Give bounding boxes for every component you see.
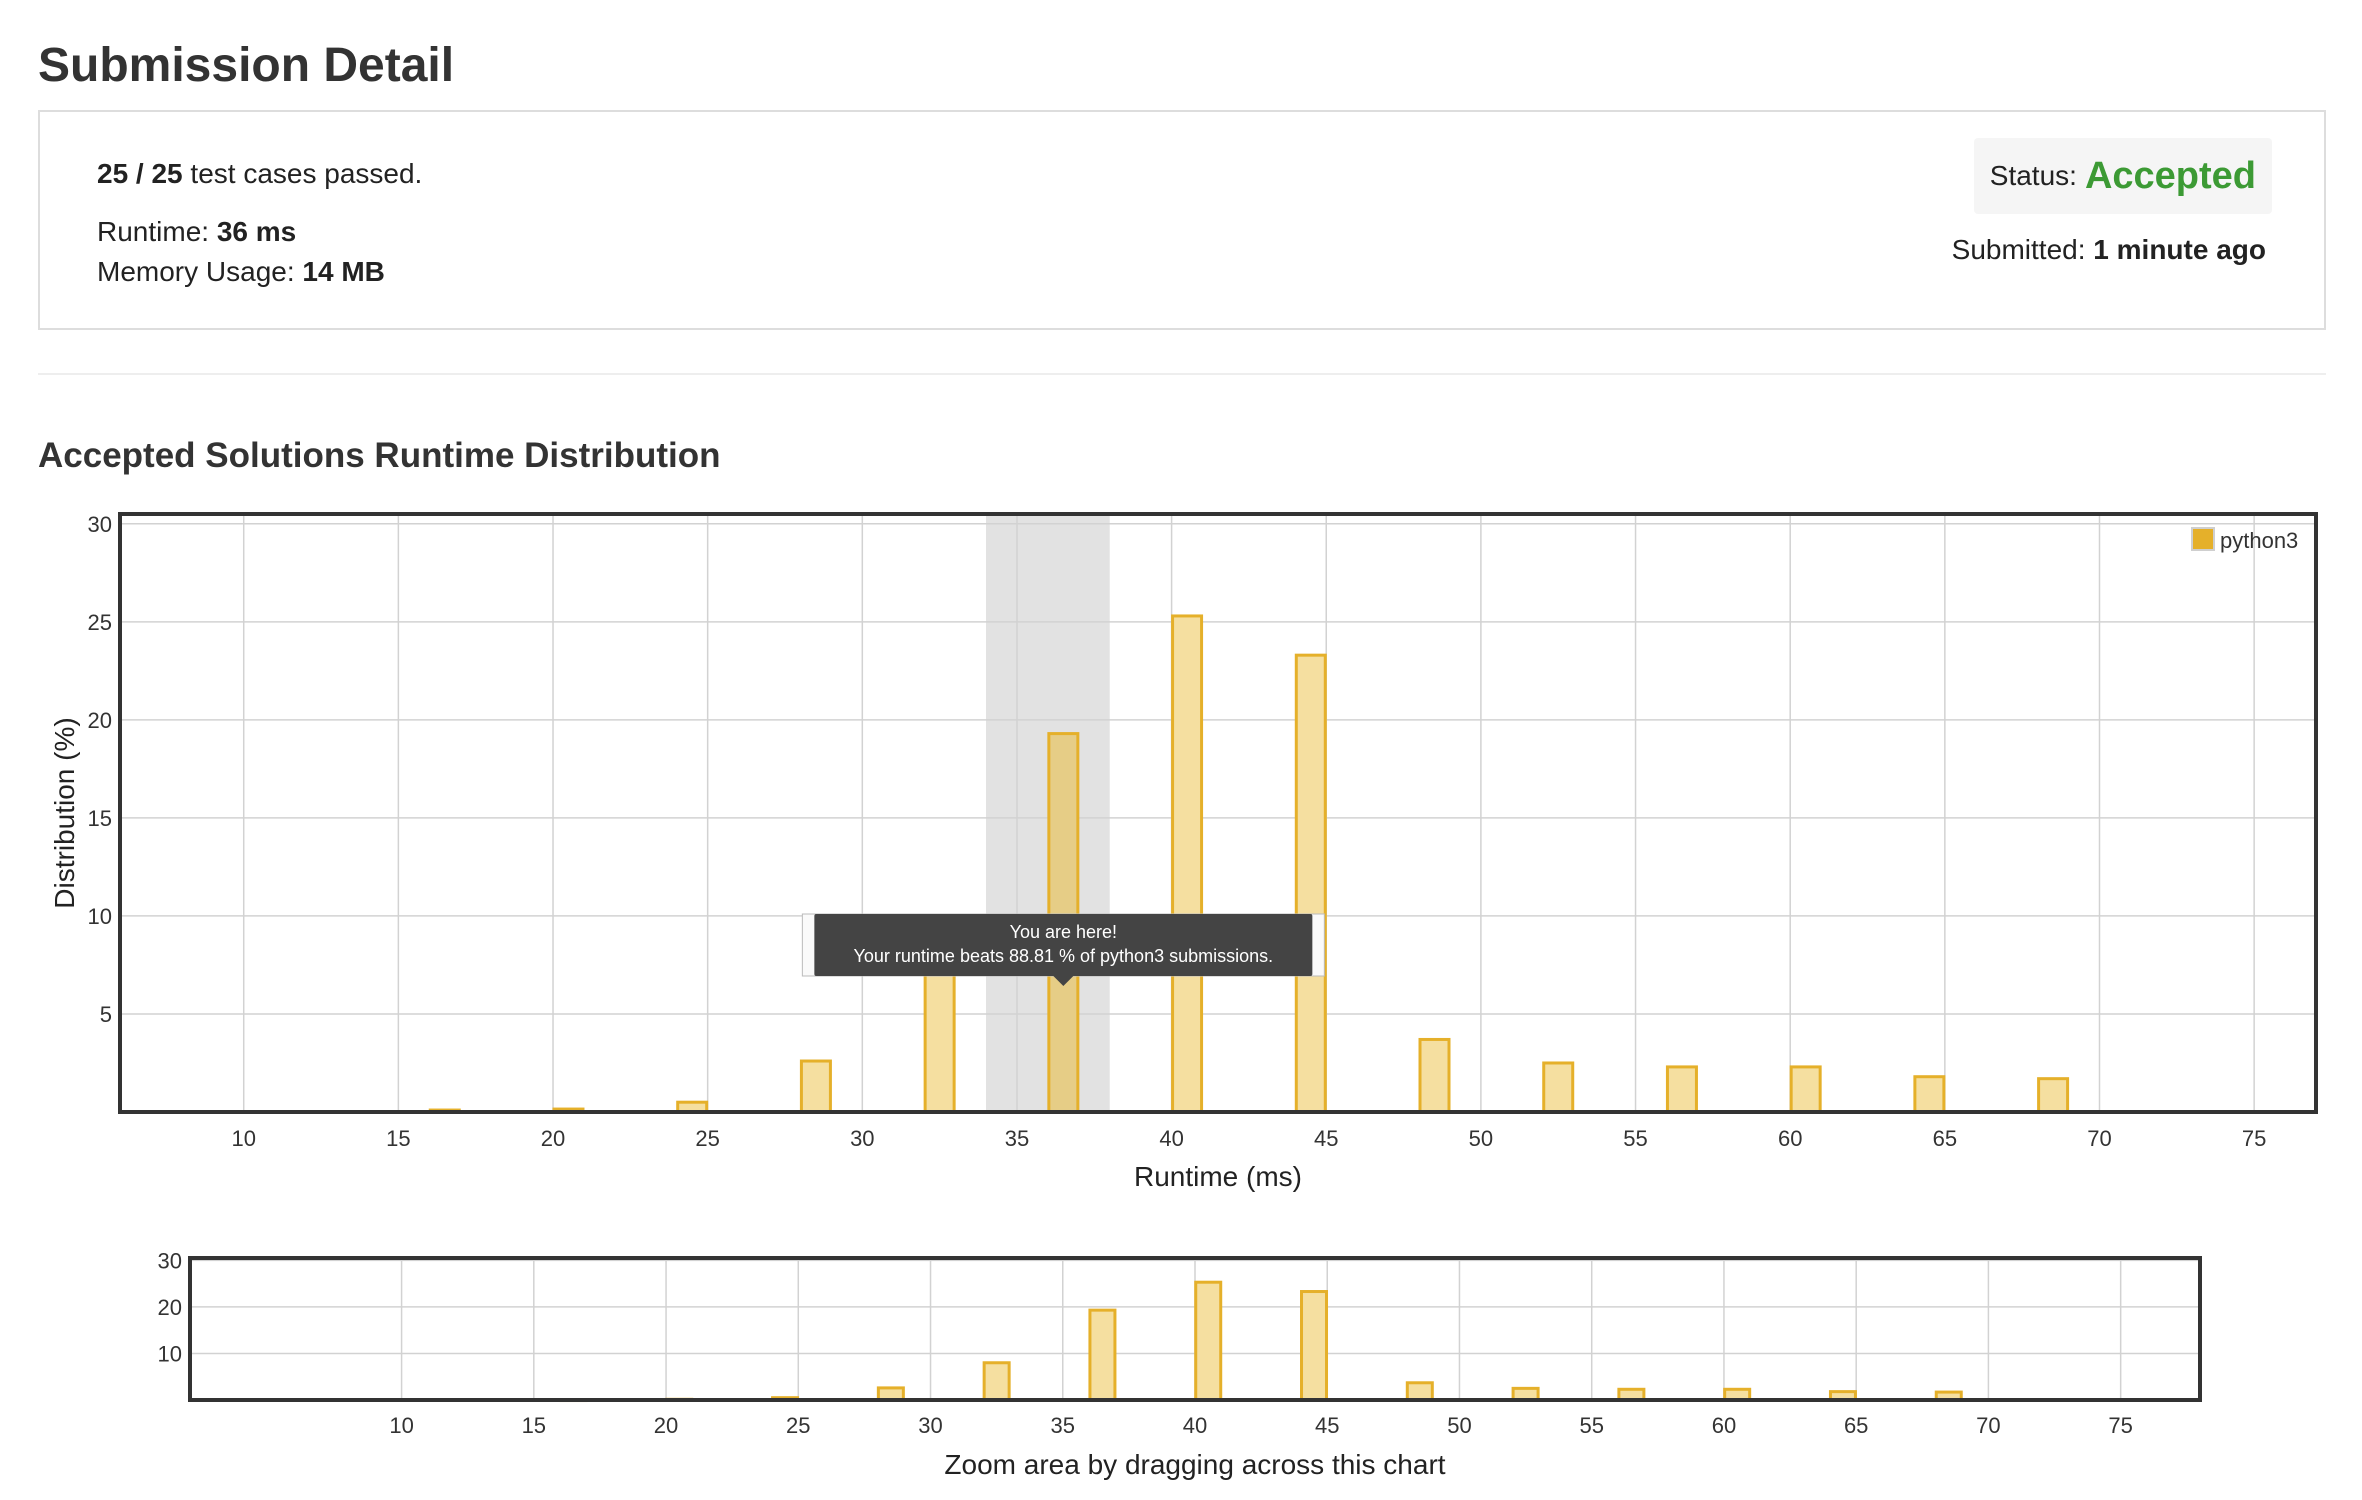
navigator-x-tick-label: 15: [522, 1413, 546, 1438]
navigator-x-tick-label: 35: [1051, 1413, 1075, 1438]
main-x-tick-label: 70: [2087, 1126, 2111, 1151]
tooltip-title: You are here!: [1010, 922, 1117, 942]
main-y-tick-label: 10: [88, 904, 112, 929]
y-axis-title: Distribution (%): [49, 717, 80, 908]
navigator-plot-frame: [188, 1256, 2202, 1402]
main-bar[interactable]: [923, 953, 956, 1114]
navigator-x-tick-label: 75: [2108, 1413, 2132, 1438]
legend-label-python3: python3: [2220, 528, 2298, 553]
main-x-tick-label: 60: [1778, 1126, 1802, 1151]
navigator-y-tick-label: 30: [158, 1248, 182, 1273]
tooltip-pointer: [1053, 976, 1074, 986]
navigator-x-tick-label: 10: [389, 1413, 413, 1438]
main-bar[interactable]: [2037, 1077, 2070, 1114]
navigator-bar[interactable]: [982, 1361, 1011, 1402]
tooltip-message: Your runtime beats 88.81 % of python3 su…: [854, 946, 1274, 966]
navigator-bar[interactable]: [1194, 1280, 1223, 1402]
submitted-line: Submitted: 1 minute ago: [1952, 234, 2266, 266]
zoom-hint-label: Zoom area by dragging across this chart: [944, 1449, 1445, 1480]
main-y-tick-label: 5: [100, 1002, 112, 1027]
main-x-tick-label: 10: [231, 1126, 255, 1151]
main-x-tick-label: 15: [386, 1126, 410, 1151]
main-bar[interactable]: [1542, 1061, 1575, 1114]
navigator-x-tick-label: 30: [918, 1413, 942, 1438]
memory-label: Memory Usage:: [97, 256, 295, 287]
main-plot-frame: [118, 512, 2318, 1114]
main-x-tick-label: 30: [850, 1126, 874, 1151]
submission-summary-panel: 25 / 25 test cases passed. Runtime: 36 m…: [38, 110, 2326, 330]
navigator-x-tick-label: 20: [654, 1413, 678, 1438]
memory-value: 14 MB: [302, 256, 385, 287]
main-bar[interactable]: [1913, 1075, 1946, 1114]
runtime-line: Runtime: 36 ms: [97, 216, 296, 248]
status-label: Status:: [1989, 160, 2077, 191]
main-x-tick-label: 20: [541, 1126, 565, 1151]
main-x-tick-label: 40: [1159, 1126, 1183, 1151]
navigator-bar[interactable]: [1405, 1381, 1434, 1402]
status-value: Accepted: [2084, 154, 2256, 197]
navigator-x-tick-label: 55: [1579, 1413, 1603, 1438]
submitted-value: 1 minute ago: [2093, 234, 2266, 265]
navigator-x-tick-label: 25: [786, 1413, 810, 1438]
main-bar[interactable]: [1171, 614, 1204, 1114]
page-title: Submission Detail: [38, 39, 455, 92]
navigator-x-tick-label: 70: [1976, 1413, 2000, 1438]
main-x-tick-label: 55: [1623, 1126, 1647, 1151]
main-bar[interactable]: [1665, 1065, 1698, 1114]
x-axis-title: Runtime (ms): [1134, 1161, 1302, 1192]
navigator-y-tick-label: 10: [158, 1341, 182, 1366]
navigator-bar[interactable]: [1300, 1290, 1329, 1402]
main-x-tick-label: 45: [1314, 1126, 1338, 1151]
main-x-tick-label: 35: [1005, 1126, 1029, 1151]
test-cases-suffix: test cases passed.: [190, 158, 423, 189]
main-y-tick-label: 15: [88, 806, 112, 831]
navigator-x-tick-label: 65: [1844, 1413, 1868, 1438]
main-y-tick-label: 25: [88, 610, 112, 635]
test-cases-count: 25 / 25: [97, 158, 183, 189]
main-bar[interactable]: [1418, 1037, 1451, 1114]
test-cases-line: 25 / 25 test cases passed.: [97, 158, 422, 190]
runtime-label: Runtime:: [97, 216, 210, 247]
navigator-bar[interactable]: [1088, 1308, 1117, 1402]
navigator-x-tick-label: 50: [1447, 1413, 1471, 1438]
main-x-tick-label: 75: [2242, 1126, 2266, 1151]
navigator-x-tick-label: 60: [1712, 1413, 1736, 1438]
legend-swatch[interactable]: [2191, 527, 2215, 551]
submitted-label: Submitted:: [1951, 234, 2086, 265]
status-badge: Status: Accepted: [1973, 138, 2272, 214]
memory-line: Memory Usage: 14 MB: [97, 256, 385, 288]
main-y-tick-label: 30: [88, 512, 112, 537]
runtime-tooltip: [814, 914, 1313, 976]
section-divider: [38, 373, 2326, 375]
main-x-tick-label: 65: [1933, 1126, 1957, 1151]
main-y-tick-label: 20: [88, 708, 112, 733]
navigator-x-tick-label: 45: [1315, 1413, 1339, 1438]
main-x-tick-label: 50: [1469, 1126, 1493, 1151]
main-bar[interactable]: [1294, 653, 1327, 1114]
section-title: Accepted Solutions Runtime Distribution: [38, 436, 721, 475]
main-x-tick-label: 25: [695, 1126, 719, 1151]
navigator-y-tick-label: 20: [158, 1295, 182, 1320]
navigator-x-tick-label: 40: [1183, 1413, 1207, 1438]
main-bar[interactable]: [799, 1059, 832, 1114]
main-bar[interactable]: [1789, 1065, 1822, 1114]
runtime-value: 36 ms: [216, 216, 297, 247]
